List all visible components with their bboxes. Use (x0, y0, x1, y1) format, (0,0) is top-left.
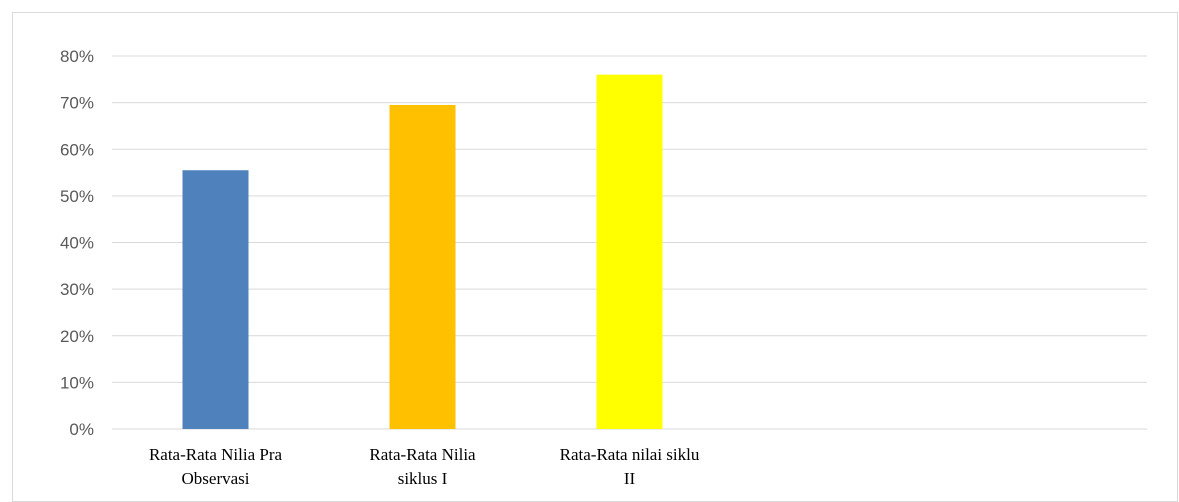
y-tick-label: 20% (60, 327, 94, 346)
bars (182, 74, 663, 430)
y-tick-label: 10% (60, 373, 94, 392)
bar (596, 74, 663, 430)
x-axis-category-labels: Rata-Rata Nilia Pra Observasi Rata-Rata Ni… (149, 445, 700, 488)
x-category-label: Observasi (182, 469, 250, 488)
y-tick-label: 0% (69, 420, 94, 439)
y-tick-label: 30% (60, 280, 94, 299)
x-category-label: Rata-Rata Nilia Pra (149, 445, 283, 464)
x-category-label: Rata-Rata nilai siklu (560, 445, 700, 464)
x-category-label: II (624, 469, 636, 488)
y-axis-tick-labels: 0% 10% 20% 30% 40% 50% 60% 70% 80% (60, 47, 94, 439)
x-category-label: siklus I (398, 469, 448, 488)
bar (389, 104, 456, 430)
y-tick-label: 60% (60, 140, 94, 159)
x-category-label: Rata-Rata Nilia (369, 445, 476, 464)
y-tick-label: 50% (60, 187, 94, 206)
bar (182, 170, 249, 429)
y-tick-label: 80% (60, 47, 94, 66)
y-tick-label: 70% (60, 94, 94, 113)
y-tick-label: 40% (60, 234, 94, 253)
